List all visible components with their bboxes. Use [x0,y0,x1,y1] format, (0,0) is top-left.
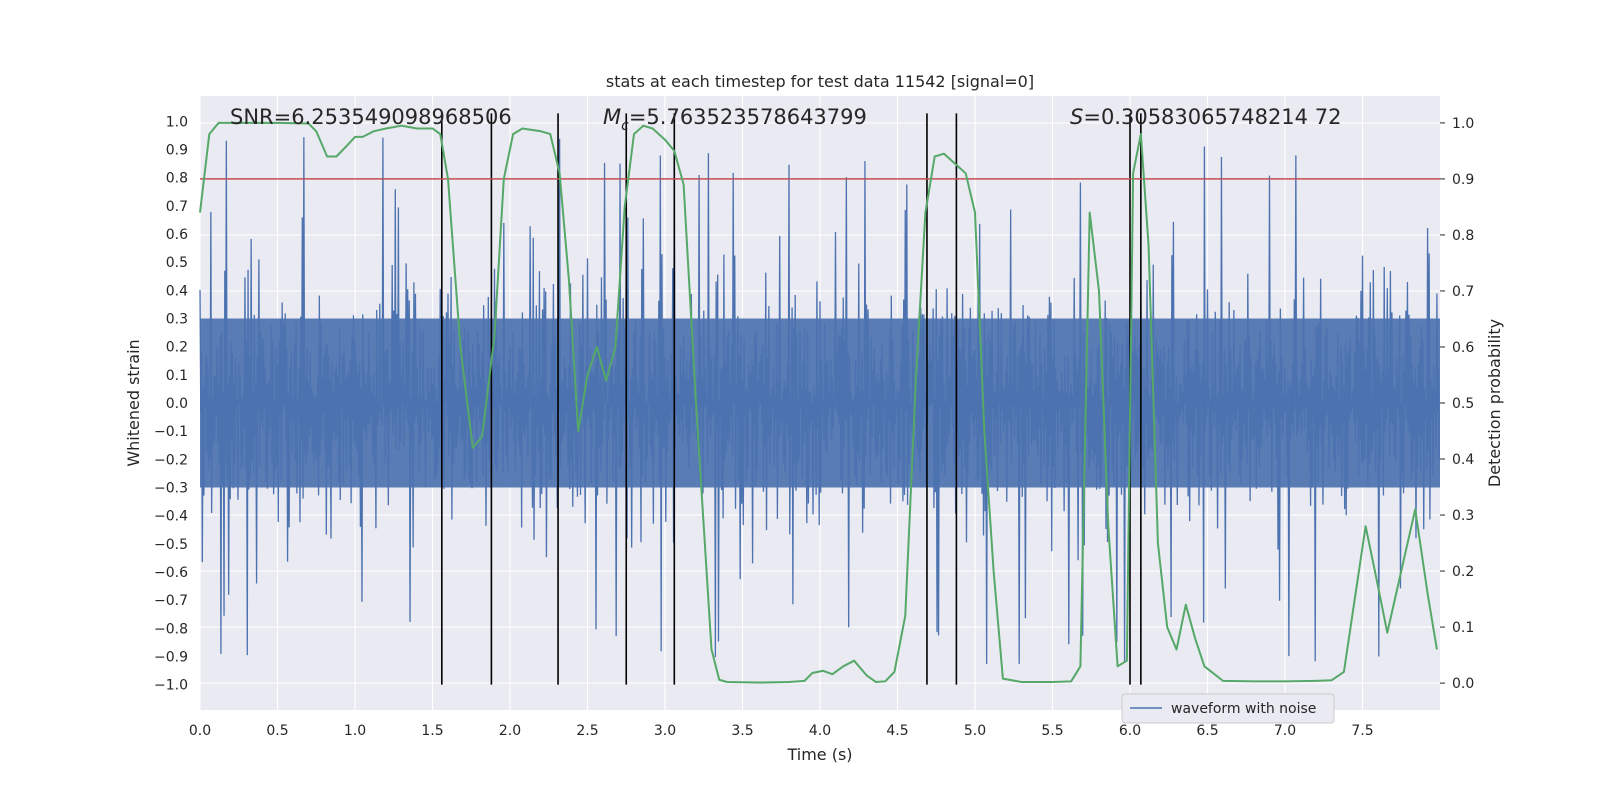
probability-line [199,121,1438,684]
y-tick-label: 0.3 [166,312,188,328]
x-tick-label: 1.0 [344,723,366,739]
s-value: =0.30583065748214 72 [1083,105,1341,129]
x-tick-label: 1.5 [421,723,443,739]
y-tick-label: 0.5 [166,255,188,271]
y-tick-label: −0.3 [154,480,188,496]
y2-tick-label: 0.3 [1452,508,1474,524]
waveform-series [199,137,1440,665]
y-tick-label: −0.2 [154,452,188,468]
mc-value: =5.763523578643799 [629,105,867,129]
y-tick-label: −0.4 [154,509,188,525]
x-axis-label: Time (s) [786,745,852,764]
y-tick-label: 0.6 [166,227,188,243]
y2-tick-label: 0.8 [1452,228,1474,244]
y-tick-label: −0.5 [154,537,188,553]
x-tick-label: 6.5 [1196,723,1218,739]
x-tick-label: 6.0 [1119,723,1141,739]
x-tick-label: 3.5 [731,723,753,739]
x-tick-label: 7.0 [1274,723,1296,739]
y2-tick-label: 0.0 [1452,676,1474,692]
x-tick-label: 2.5 [576,723,598,739]
y-tick-label: 0.2 [166,340,188,356]
x-tick-label: 5.0 [964,723,986,739]
snr-annotation: SNR=6.253549098968506 [230,105,512,129]
y-tick-label: 0.8 [166,171,188,187]
legend-label: waveform with noise [1171,701,1316,717]
y2-tick-label: 1.0 [1452,116,1474,132]
y-tick-label: −0.8 [154,621,188,637]
mc-annotation: Mc=5.763523578643799 [603,105,867,134]
y-tick-label: 0.7 [166,199,188,215]
y-tick-label: 0.4 [166,283,188,299]
y-tick-label: 1.0 [166,114,188,130]
y-tick-label: 0.1 [166,368,188,384]
y-tick-label: −0.9 [154,649,188,665]
legend-box [1121,693,1335,724]
y-axis-label: Whitened strain [124,339,143,466]
y2-tick-label: 0.6 [1452,340,1474,356]
ticks: 0.0 0.5 1.0 1.5 2.0 2.5 3.0 3.5 4.0 4.5 5.0 5.5 6.0 6… [154,114,1474,739]
y-tick-label: −0.1 [154,424,188,440]
x-tick-label: 5.5 [1041,723,1063,739]
legend: waveform with noise [1121,693,1335,724]
s-symbol: S [1070,105,1083,129]
mc-symbol: M [603,105,621,129]
x-tick-label: 4.5 [886,723,908,739]
y2-tick-label: 0.1 [1452,620,1474,636]
y-tick-label: −0.6 [154,565,188,581]
y-tick-label: −0.7 [154,593,188,609]
x-tick-label: 7.5 [1351,723,1373,739]
chart-title: stats at each timestep for test data 115… [606,72,1034,91]
y2-tick-label: 0.7 [1452,284,1474,300]
x-tick-label: 0.0 [189,723,211,739]
y-tick-label: 0.0 [166,396,188,412]
x-tick-label: 0.5 [266,723,288,739]
y-tick-label: 0.9 [166,143,188,159]
s-annotation: S=0.30583065748214 72 [1070,105,1341,129]
mc-subscript: c [621,118,629,134]
y2-tick-label: 0.5 [1452,396,1474,412]
y2-tick-label: 0.9 [1452,172,1474,188]
y2-tick-label: 0.4 [1452,452,1474,468]
x-tick-label: 4.0 [809,723,831,739]
y2-tick-label: 0.2 [1452,564,1474,580]
y-tick-label: −1.0 [154,678,188,694]
x-tick-label: 2.0 [499,723,521,739]
y2-axis-label: Detection probability [1485,319,1504,487]
probability-series [199,121,1438,684]
waveform-core [200,318,1440,488]
x-tick-label: 3.0 [654,723,676,739]
